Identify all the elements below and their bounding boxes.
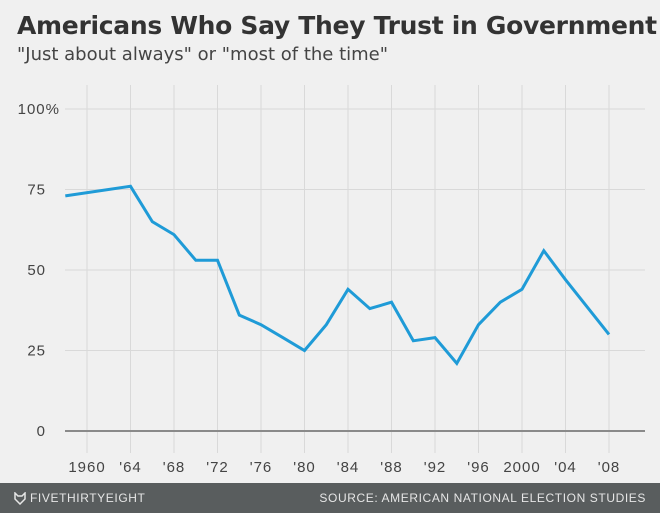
y-tick-label: 75 (27, 182, 46, 199)
x-tick-label: '84 (337, 459, 360, 476)
x-tick-label: '04 (554, 459, 577, 476)
footer: FIVETHIRTYEIGHT SOURCE: AMERICAN NATIONA… (0, 483, 660, 513)
brand-name: FIVETHIRTYEIGHT (30, 491, 146, 505)
x-tick-label: '96 (467, 459, 490, 476)
y-tick-label: 0 (37, 423, 46, 440)
source-note: SOURCE: AMERICAN NATIONAL ELECTION STUDI… (319, 491, 646, 505)
fox-icon (14, 491, 26, 505)
y-tick-label: 25 (27, 343, 46, 360)
chart-subtitle: "Just about always" or "most of the time… (17, 44, 389, 65)
trust-line (65, 184, 611, 367)
x-tick-label: 1960 (68, 459, 105, 476)
y-tick-label: 100% (18, 101, 60, 118)
y-tick-label: 50 (27, 262, 46, 279)
x-tick-label: '08 (598, 459, 621, 476)
line-chart: 1960 '64 '68 '72 '76 '80 '84 '88 '92 '96 2000 '04 '0… (18, 85, 645, 476)
x-tick-label: 2000 (503, 459, 540, 476)
x-tick-label: '80 (293, 459, 316, 476)
brand: FIVETHIRTYEIGHT (14, 491, 145, 505)
x-tick-label: '92 (424, 459, 447, 476)
x-tick-label: '88 (380, 459, 403, 476)
x-tick-label: '72 (206, 459, 229, 476)
x-tick-label: '64 (119, 459, 142, 476)
x-tick-label: '76 (250, 459, 273, 476)
x-tick-label: '68 (163, 459, 186, 476)
chart-title: Americans Who Say They Trust in Governme… (17, 11, 657, 40)
